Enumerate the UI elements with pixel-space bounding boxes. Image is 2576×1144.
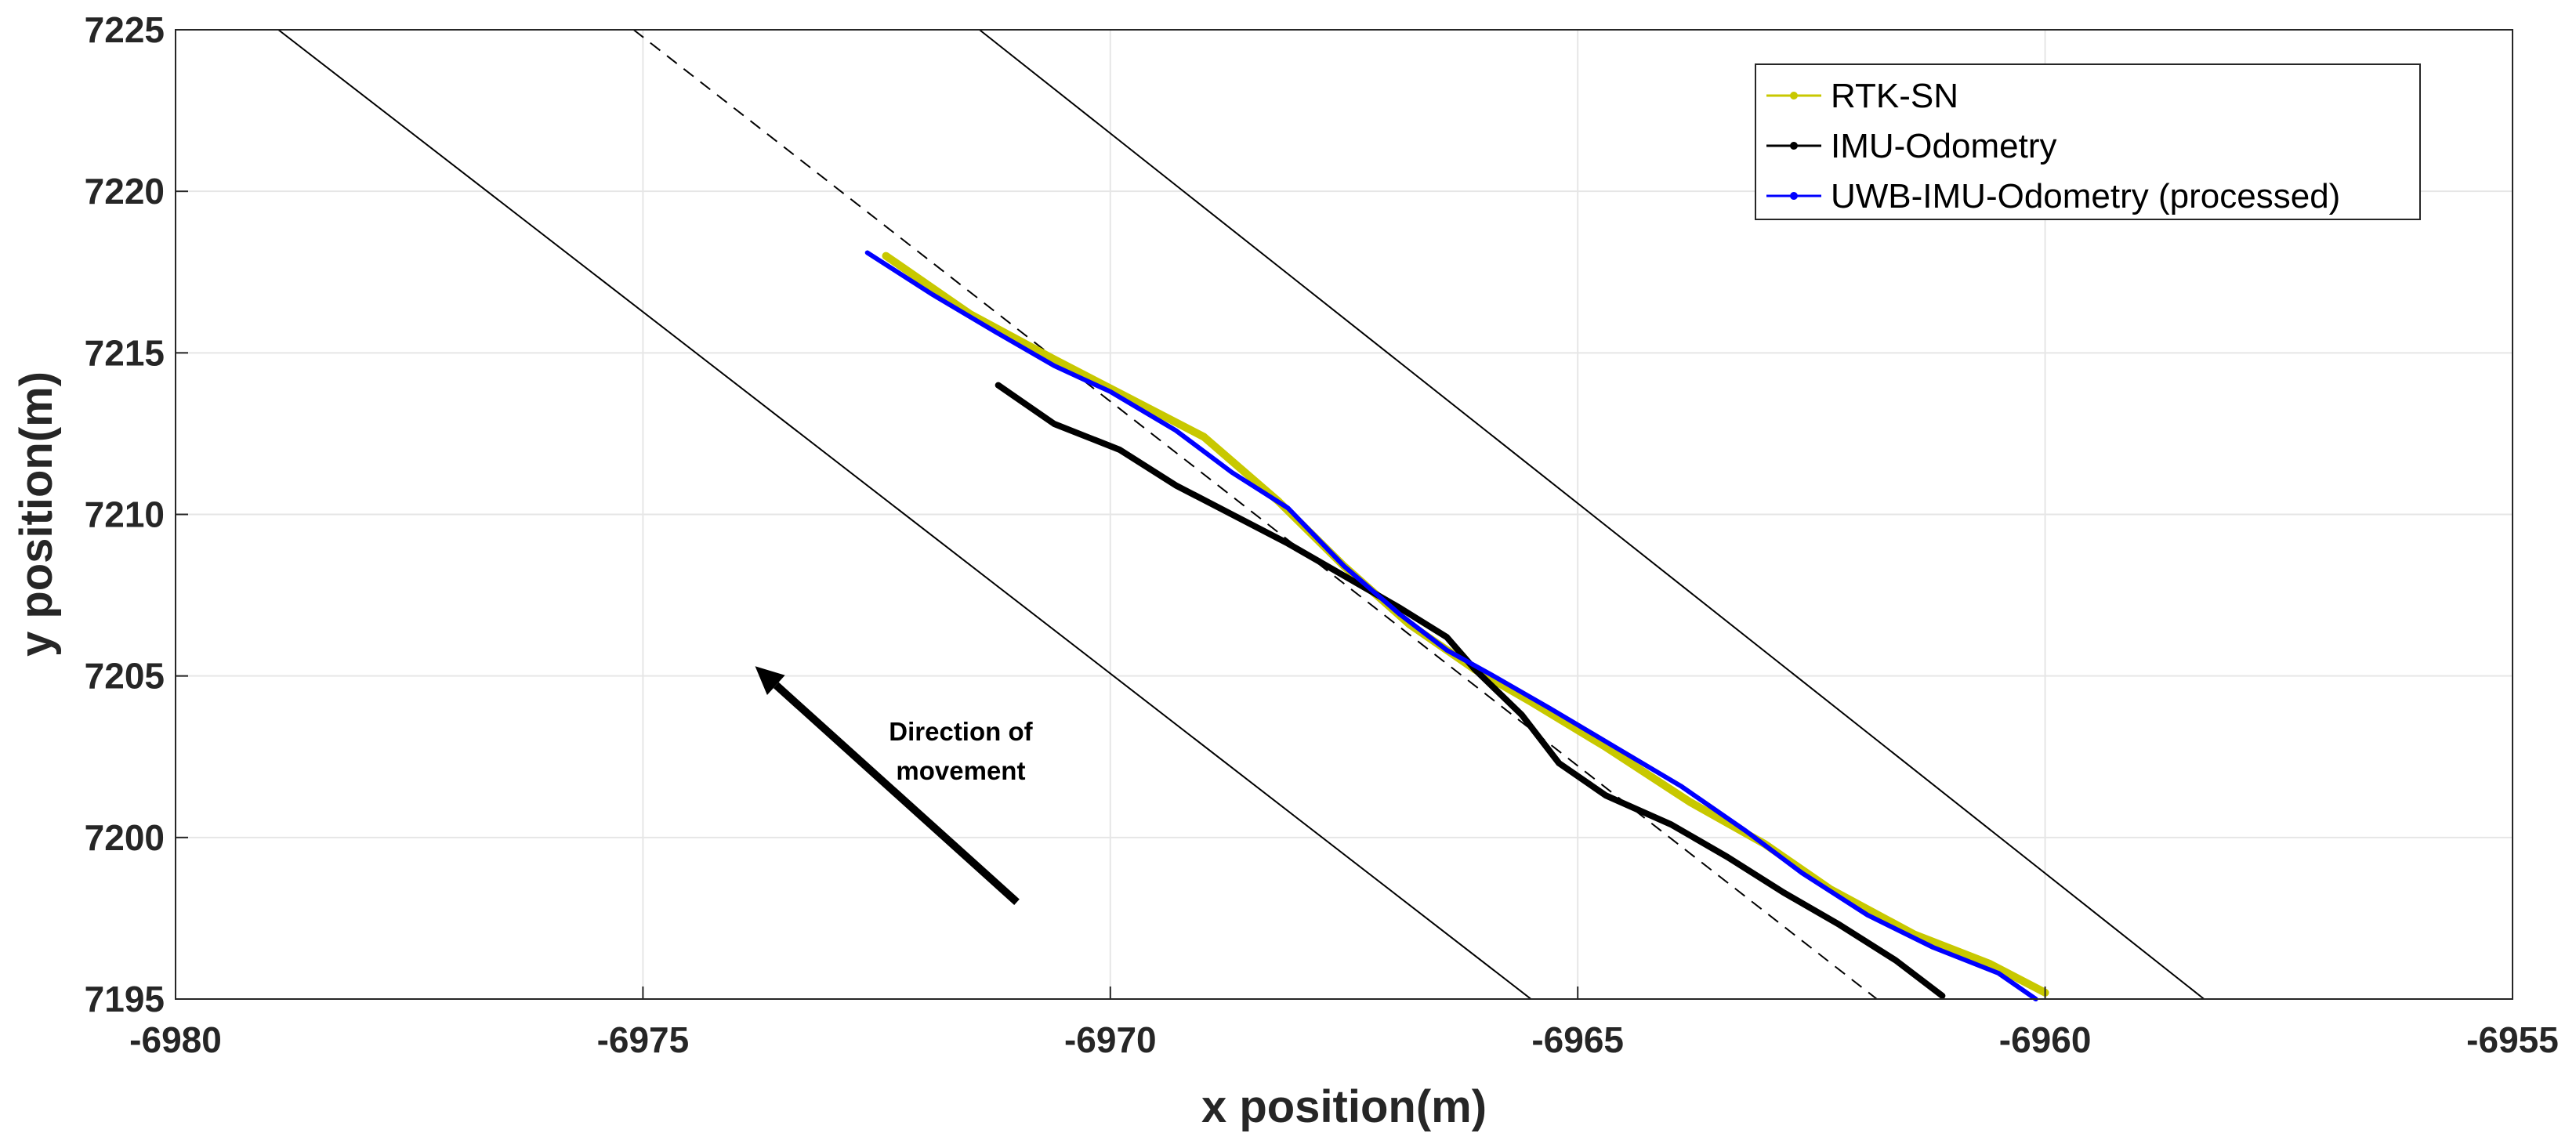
y-tick-label: 7220 (85, 171, 165, 212)
lane-boundary-right (979, 29, 2205, 1000)
y-tick-label: 7215 (85, 332, 165, 373)
data-series (864, 250, 2049, 1001)
legend-label: RTK-SN (1831, 77, 1958, 115)
y-axis-title: y position(m) (11, 371, 62, 657)
y-tick-label: 7195 (85, 979, 165, 1019)
y-tick-label: 7205 (85, 656, 165, 697)
x-axis-title: x position(m) (1201, 1081, 1487, 1132)
direction-arrow-head (755, 666, 785, 696)
legend-swatch-marker (1790, 192, 1798, 200)
legend-swatch-marker (1790, 92, 1798, 100)
y-axis-ticks: 7195 7200 7205 7210 7215 7220 7225 (85, 9, 188, 1019)
y-tick-label: 7225 (85, 9, 165, 50)
legend-item-rtk-sn[interactable]: RTK-SN (1766, 77, 1958, 115)
legend-item-imu-odometry[interactable]: IMU-Odometry (1766, 127, 2056, 165)
uwb-imu-odometry-line (864, 250, 2038, 1001)
imu-odometry-line (995, 382, 1946, 999)
x-tick-label: -6970 (1064, 1019, 1157, 1060)
x-tick-label: -6975 (597, 1019, 690, 1060)
direction-label-line: movement (896, 756, 1025, 785)
legend[interactable]: RTK-SN IMU-Odometry UWB-IMU-Odometry (proc… (1755, 63, 2421, 220)
legend-swatch-marker (1790, 142, 1798, 150)
legend-label: UWB-IMU-Odometry (processed) (1831, 177, 2340, 215)
x-tick-label: -6965 (1531, 1019, 1624, 1060)
x-tick-label: -6960 (1999, 1019, 2092, 1060)
legend-label: IMU-Odometry (1831, 127, 2056, 165)
lane-boundary-left (277, 29, 1532, 1000)
legend-box (1755, 63, 2421, 220)
x-tick-label: -6980 (129, 1019, 222, 1060)
legend-item-uwb-imu-odometry[interactable]: UWB-IMU-Odometry (processed) (1766, 177, 2340, 215)
reference-lines (277, 29, 2205, 1000)
direction-label-line: Direction of (889, 717, 1033, 746)
x-tick-label: -6955 (2466, 1019, 2559, 1060)
lane-centerline (632, 29, 1878, 1000)
direction-annotation: Direction of movement (755, 666, 1034, 906)
y-tick-label: 7200 (85, 817, 165, 858)
direction-arrow-shaft (773, 682, 1020, 906)
x-axis-ticks: -6980 -6975 -6970 -6965 -6960 -6955 (129, 987, 2559, 1060)
y-tick-label: 7210 (85, 494, 165, 535)
